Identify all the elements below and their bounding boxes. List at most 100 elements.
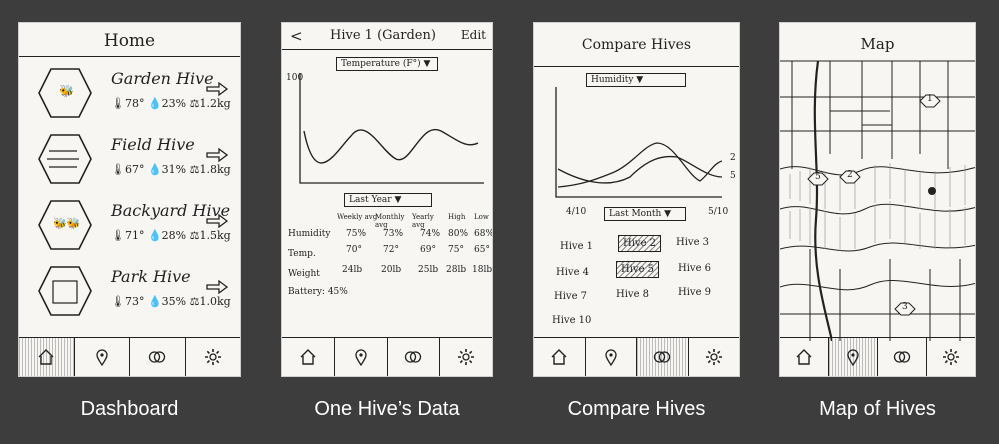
table-cell: 28lb xyxy=(446,265,467,275)
battery-label: Battery: 45% xyxy=(288,287,348,297)
location-pin-icon xyxy=(92,347,112,367)
hive-toggle-selected[interactable]: Hive 2 xyxy=(618,235,662,252)
hive-map[interactable] xyxy=(780,59,976,341)
hive-name: Field Hive xyxy=(111,135,195,154)
row-label: Weight xyxy=(288,269,320,279)
hive-card[interactable]: 🐝 Garden Hive 🌡78° 💧23% ⚖1.2kg xyxy=(29,63,232,123)
tab-compare[interactable] xyxy=(388,338,441,376)
tab-settings[interactable] xyxy=(689,338,740,376)
field-hive-icon xyxy=(37,131,93,187)
column-header: Yearly avg xyxy=(412,213,434,229)
tab-compare[interactable] xyxy=(130,338,186,376)
page-title: Home xyxy=(103,31,156,51)
hive-toggle-selected[interactable]: Hive 5 xyxy=(616,261,660,278)
gear-icon xyxy=(941,347,961,367)
compare-icon xyxy=(403,347,423,367)
table-cell: 65° xyxy=(474,245,490,255)
tab-map[interactable] xyxy=(75,338,130,376)
hive-name: Garden Hive xyxy=(111,69,214,88)
location-pin-icon xyxy=(843,347,863,367)
table-cell: 20lb xyxy=(381,265,402,275)
hive-toggle[interactable]: Hive 9 xyxy=(678,287,712,298)
tab-settings[interactable] xyxy=(186,338,241,376)
tab-home[interactable] xyxy=(780,338,829,376)
time-range-dropdown[interactable]: Last Year ▼ xyxy=(344,193,432,207)
back-button[interactable]: < xyxy=(290,27,303,45)
tab-compare[interactable] xyxy=(878,338,927,376)
tab-map[interactable] xyxy=(829,338,878,376)
series-label: 5 xyxy=(730,171,736,181)
column-header: Monthly avg xyxy=(375,213,405,229)
hive-marker-label[interactable]: 1 xyxy=(927,94,933,104)
hive-toggle[interactable]: Hive 7 xyxy=(554,291,588,302)
tab-home[interactable] xyxy=(19,338,75,376)
hive-stats: 🌡73° 💧35% ⚖1.0kg xyxy=(111,295,231,308)
hive-toggle[interactable]: Hive 6 xyxy=(678,263,712,274)
location-pin-icon xyxy=(601,347,621,367)
compare-screen: Compare Hives Humidity ▼ 2 5 4/10 5/10 L… xyxy=(533,22,740,377)
hive-toggle[interactable]: Hive 10 xyxy=(552,315,592,326)
tab-settings[interactable] xyxy=(440,338,492,376)
table-cell: 25lb xyxy=(418,265,439,275)
page-title: Hive 1 (Garden) xyxy=(330,28,436,43)
compare-icon xyxy=(652,347,672,367)
hive-toggle[interactable]: Hive 3 xyxy=(676,237,710,248)
hive-stats: 🌡78° 💧23% ⚖1.2kg xyxy=(111,97,231,110)
tab-home[interactable] xyxy=(534,338,586,376)
bottom-nav xyxy=(19,337,240,376)
compare-chart xyxy=(555,87,723,198)
table-cell: 72° xyxy=(383,245,399,255)
location-pin-icon xyxy=(351,347,371,367)
bottom-nav xyxy=(780,337,975,376)
hive-card[interactable]: Park Hive 🌡73° 💧35% ⚖1.0kg xyxy=(29,261,232,321)
header-divider xyxy=(19,56,240,57)
arrow-right-icon[interactable] xyxy=(206,213,228,229)
column-header: Low xyxy=(474,213,489,221)
hive-toggle[interactable]: Hive 1 xyxy=(560,241,594,252)
arrow-right-icon[interactable] xyxy=(206,279,228,295)
table-cell: 18lb xyxy=(472,265,493,275)
hive-marker-label[interactable]: 2 xyxy=(847,170,853,180)
tab-compare[interactable] xyxy=(637,338,689,376)
tab-map[interactable] xyxy=(586,338,637,376)
metric-dropdown[interactable]: Humidity ▼ xyxy=(586,73,686,87)
svg-text:🐝: 🐝 xyxy=(59,84,74,98)
time-range-dropdown[interactable]: Last Month ▼ xyxy=(604,207,686,221)
hive-toggle[interactable]: Hive 8 xyxy=(616,289,650,300)
arrow-right-icon[interactable] xyxy=(206,81,228,97)
gear-icon xyxy=(203,347,223,367)
table-cell: 75° xyxy=(448,245,464,255)
arrow-right-icon[interactable] xyxy=(206,147,228,163)
table-cell: 74% xyxy=(420,229,441,239)
box-hive-icon xyxy=(37,263,93,319)
hive-data-screen: < Hive 1 (Garden) Edit Temperature (F°) … xyxy=(281,22,493,377)
tab-settings[interactable] xyxy=(927,338,975,376)
page-title: Map xyxy=(860,35,895,53)
compare-icon xyxy=(892,347,912,367)
hive-marker-label[interactable]: 5 xyxy=(815,172,821,182)
temperature-chart xyxy=(299,73,484,184)
hive-card[interactable]: 🐝🐝 Backyard Hive 🌡71° 💧28% ⚖1.5kg xyxy=(29,195,232,255)
tab-home[interactable] xyxy=(282,338,335,376)
home-icon xyxy=(549,347,569,367)
hive-name: Park Hive xyxy=(111,267,191,286)
row-label: Temp. xyxy=(288,249,316,259)
caption-hive-data: One Hive’s Data xyxy=(314,398,460,420)
tab-map[interactable] xyxy=(335,338,388,376)
home-icon xyxy=(36,347,56,367)
hive-stats: 🌡71° 💧28% ⚖1.5kg xyxy=(111,229,231,242)
bottom-nav xyxy=(282,337,492,376)
caption-compare: Compare Hives xyxy=(567,398,706,420)
hive-card[interactable]: Field Hive 🌡67° 💧31% ⚖1.8kg xyxy=(29,129,232,189)
hive-marker-label[interactable]: 3 xyxy=(902,302,908,312)
map-screen: Map 1 2 3 5 xyxy=(779,22,976,377)
gear-icon xyxy=(704,347,724,367)
edit-button[interactable]: Edit xyxy=(460,28,486,42)
caption-dashboard: Dashboard xyxy=(80,398,179,420)
bee-hive-icon: 🐝 xyxy=(37,65,93,121)
metric-dropdown[interactable]: Temperature (F°) ▼ xyxy=(336,57,438,71)
hive-toggle[interactable]: Hive 4 xyxy=(556,267,590,278)
dashboard-screen: Home 🐝 Garden Hive 🌡78° 💧23% ⚖1.2kg Fiel… xyxy=(18,22,241,377)
hive-stats: 🌡67° 💧31% ⚖1.8kg xyxy=(111,163,231,176)
gear-icon xyxy=(456,347,476,367)
